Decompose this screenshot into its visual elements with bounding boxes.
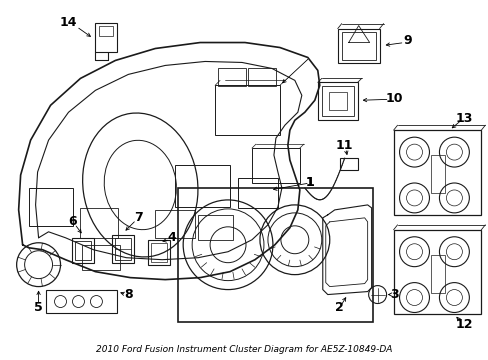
Bar <box>317 82 357 120</box>
Bar <box>218 68 245 86</box>
Bar <box>393 230 480 315</box>
Bar <box>339 158 357 170</box>
Bar <box>72 238 94 263</box>
Bar <box>198 215 233 240</box>
Bar <box>75 241 91 260</box>
Bar <box>247 68 275 86</box>
Bar <box>393 130 480 215</box>
Text: 2010 Ford Fusion Instrument Cluster Diagram for AE5Z-10849-DA: 2010 Ford Fusion Instrument Cluster Diag… <box>96 345 391 354</box>
Bar <box>337 28 379 63</box>
Text: 9: 9 <box>403 34 411 47</box>
Bar <box>151 243 167 262</box>
Text: 6: 6 <box>68 215 77 228</box>
Text: 1: 1 <box>305 176 314 189</box>
Bar <box>178 188 372 323</box>
Bar <box>45 289 117 314</box>
Bar <box>328 92 346 110</box>
Bar <box>112 235 134 263</box>
Bar <box>341 32 375 60</box>
Bar <box>95 23 117 53</box>
Bar <box>115 238 131 260</box>
Bar <box>148 240 170 265</box>
Bar <box>321 86 353 116</box>
Bar <box>29 188 73 226</box>
Bar <box>430 155 445 193</box>
Text: 5: 5 <box>34 301 43 314</box>
Text: 1: 1 <box>305 176 314 189</box>
Bar <box>430 255 445 293</box>
Bar <box>82 245 120 270</box>
Text: 12: 12 <box>455 318 472 331</box>
Text: 7: 7 <box>134 211 142 224</box>
Bar <box>175 165 229 207</box>
Text: 2: 2 <box>335 301 344 314</box>
Bar <box>238 178 277 208</box>
Text: 10: 10 <box>385 92 403 105</box>
Bar <box>99 26 113 36</box>
Bar <box>81 208 118 238</box>
Text: 4: 4 <box>167 231 176 244</box>
Text: 3: 3 <box>389 288 398 301</box>
Bar <box>215 85 279 135</box>
Text: 11: 11 <box>335 139 353 152</box>
Text: 14: 14 <box>60 16 77 29</box>
Bar <box>155 210 195 238</box>
Text: 8: 8 <box>124 288 132 301</box>
Bar <box>251 148 299 183</box>
Text: 13: 13 <box>455 112 472 125</box>
